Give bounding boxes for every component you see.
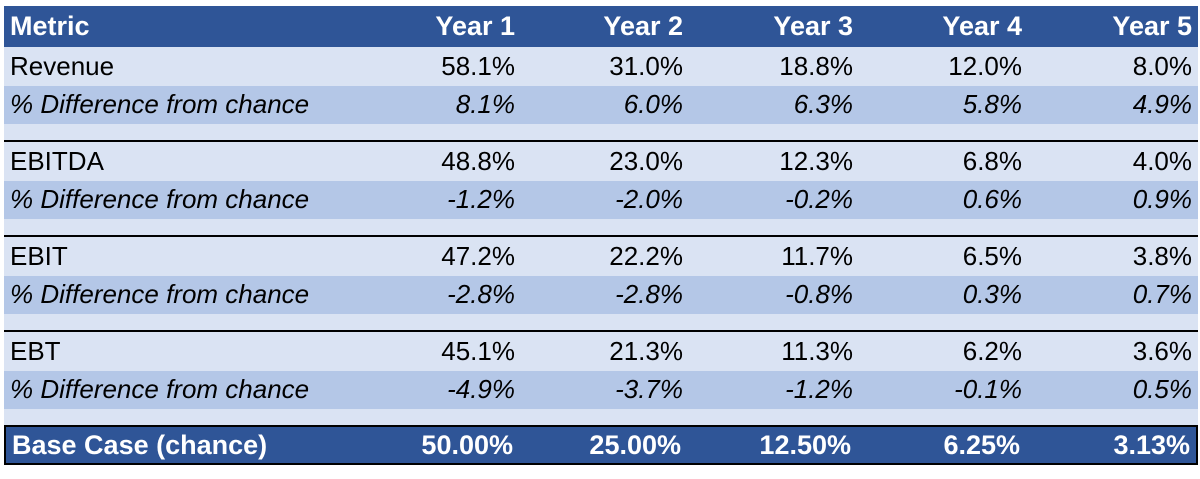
table-row-ebitda: EBITDA 48.8% 23.0% 12.3% 6.8% 4.0% xyxy=(4,140,1198,181)
cell-year-3: 18.8% xyxy=(779,50,853,81)
cell-year-2: -2.8% xyxy=(615,279,683,310)
cell-year-2: -3.7% xyxy=(615,374,683,405)
cell-year-2: 22.2% xyxy=(609,240,683,271)
cell-year-2: 25.00% xyxy=(589,429,681,460)
cell-year-2: -2.0% xyxy=(615,184,683,215)
cell-year-5: 3.6% xyxy=(1132,335,1192,366)
row-spacer xyxy=(4,124,1198,140)
row-label: % Difference from chance xyxy=(10,184,310,215)
cell-year-2: 6.0% xyxy=(623,89,683,120)
row-label: EBITDA xyxy=(10,145,104,176)
cell-year-3: 6.3% xyxy=(793,89,853,120)
header-year-1: Year 1 xyxy=(435,11,515,41)
cell-year-1: 58.1% xyxy=(441,50,515,81)
cell-year-4: 0.6% xyxy=(962,184,1022,215)
cell-year-2: 23.0% xyxy=(609,145,683,176)
metrics-table: Metric Year 1 Year 2 Year 3 Year 4 Year … xyxy=(4,6,1198,465)
cell-year-4: 6.5% xyxy=(962,240,1022,271)
cell-year-3: -1.2% xyxy=(785,374,853,405)
header-metric: Metric xyxy=(10,11,90,41)
cell-year-1: -2.8% xyxy=(447,279,515,310)
cell-year-5: 0.7% xyxy=(1132,279,1192,310)
row-label: % Difference from chance xyxy=(10,279,310,310)
table-row-ebt: EBT 45.1% 21.3% 11.3% 6.2% 3.6% xyxy=(4,330,1198,371)
table-row-ebit-diff: % Difference from chance -2.8% -2.8% -0.… xyxy=(4,275,1198,314)
cell-year-1: 50.00% xyxy=(421,429,513,460)
cell-year-4: 0.3% xyxy=(962,279,1022,310)
cell-year-2: 31.0% xyxy=(609,50,683,81)
row-label: EBT xyxy=(10,335,61,366)
cell-year-1: 45.1% xyxy=(441,335,515,366)
cell-year-4: 5.8% xyxy=(962,89,1022,120)
row-label: EBIT xyxy=(10,240,68,271)
table-header-row: Metric Year 1 Year 2 Year 3 Year 4 Year … xyxy=(4,6,1198,47)
cell-year-5: 0.9% xyxy=(1132,184,1192,215)
cell-year-4: 12.0% xyxy=(948,50,1022,81)
cell-year-5: 3.13% xyxy=(1113,429,1190,460)
table-row-revenue: Revenue 58.1% 31.0% 18.8% 12.0% 8.0% xyxy=(4,47,1198,86)
table-row-ebit: EBIT 47.2% 22.2% 11.7% 6.5% 3.8% xyxy=(4,235,1198,276)
cell-year-3: 12.3% xyxy=(779,145,853,176)
cell-year-3: 11.3% xyxy=(781,335,853,366)
header-year-5: Year 5 xyxy=(1112,11,1192,41)
cell-year-1: 8.1% xyxy=(455,89,515,120)
cell-year-3: -0.8% xyxy=(785,279,853,310)
header-year-3: Year 3 xyxy=(773,11,853,41)
cell-year-5: 4.9% xyxy=(1132,89,1192,120)
table-row-revenue-diff: % Difference from chance 8.1% 6.0% 6.3% … xyxy=(4,85,1198,124)
row-spacer xyxy=(4,409,1198,425)
cell-year-4: 6.25% xyxy=(943,429,1020,460)
cell-year-4: -0.1% xyxy=(954,374,1022,405)
cell-year-3: 12.50% xyxy=(759,429,851,460)
row-label: Revenue xyxy=(10,50,115,81)
table-row-base-case: Base Case (chance) 50.00% 25.00% 12.50% … xyxy=(4,425,1198,465)
row-label: Base Case (chance) xyxy=(12,429,268,460)
row-label: % Difference from chance xyxy=(10,374,310,405)
cell-year-4: 6.8% xyxy=(962,145,1022,176)
cell-year-2: 21.3% xyxy=(609,335,683,366)
row-spacer xyxy=(4,219,1198,235)
cell-year-1: -4.9% xyxy=(447,374,515,405)
cell-year-1: 47.2% xyxy=(441,240,515,271)
cell-year-1: 48.8% xyxy=(441,145,515,176)
header-year-4: Year 4 xyxy=(942,11,1022,41)
cell-year-3: 11.7% xyxy=(781,240,853,271)
cell-year-5: 4.0% xyxy=(1132,145,1192,176)
cell-year-5: 3.8% xyxy=(1132,240,1192,271)
cell-year-5: 8.0% xyxy=(1132,50,1192,81)
cell-year-3: -0.2% xyxy=(785,184,853,215)
table-row-ebt-diff: % Difference from chance -4.9% -3.7% -1.… xyxy=(4,370,1198,409)
cell-year-5: 0.5% xyxy=(1132,374,1192,405)
row-label: % Difference from chance xyxy=(10,89,310,120)
row-spacer xyxy=(4,314,1198,330)
header-year-2: Year 2 xyxy=(603,11,683,41)
cell-year-1: -1.2% xyxy=(447,184,515,215)
cell-year-4: 6.2% xyxy=(962,335,1022,366)
table-row-ebitda-diff: % Difference from chance -1.2% -2.0% -0.… xyxy=(4,180,1198,219)
